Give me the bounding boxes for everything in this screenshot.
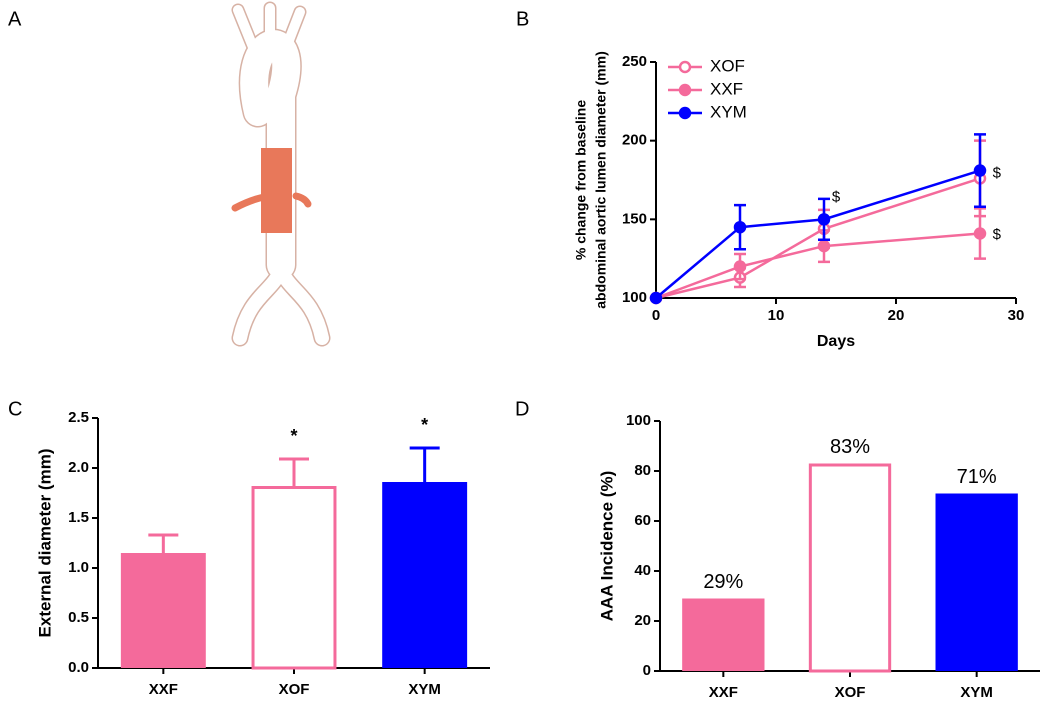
legend-marker	[678, 106, 692, 120]
y-axis-title: AAA Incidence (%)	[597, 471, 616, 622]
y-axis-title: % change from baseline	[573, 100, 589, 260]
error-bar	[409, 446, 440, 482]
x-tick-label: 10	[768, 307, 785, 324]
x-tick-label: XXF	[709, 684, 738, 701]
y-tick-label: 2.0	[68, 459, 89, 476]
y-tick-label: 1.5	[68, 509, 89, 526]
legend-label: XXF	[710, 79, 743, 98]
x-tick-label: XYM	[960, 684, 993, 701]
annotation: $	[993, 165, 1002, 182]
y-axis-title: abdominal aortic lumen diameter (mm)	[593, 51, 609, 309]
panel-label: D	[515, 398, 529, 420]
significance-mark: *	[421, 415, 428, 435]
x-tick-label: XXF	[149, 681, 178, 698]
point	[649, 291, 663, 305]
y-axis-title: External diameter (mm)	[35, 449, 54, 638]
y-tick-label: 100	[622, 289, 647, 306]
series-line	[655, 232, 981, 300]
y-tick-label: 1.0	[68, 559, 89, 576]
y-tick-label: 150	[622, 210, 647, 227]
x-tick-label: XOF	[835, 684, 866, 701]
y-tick-label: 20	[634, 612, 651, 629]
x-tick-label: XOF	[279, 681, 310, 698]
y-tick-label: 0	[643, 662, 651, 679]
point	[817, 213, 831, 226]
panel-label: C	[8, 398, 22, 420]
y-tick-label: 200	[622, 132, 647, 149]
aorta-drawing	[231, 1, 331, 347]
y-tick-label: 60	[634, 512, 651, 529]
bar	[682, 598, 765, 671]
y-tick-label: 80	[634, 462, 651, 479]
y-tick-label: 2.5	[68, 409, 89, 426]
legend-label: XYM	[710, 102, 747, 121]
point	[733, 260, 747, 273]
point	[817, 239, 831, 253]
error-bar	[279, 457, 309, 486]
x-axis-title: Days	[817, 333, 855, 350]
legend-marker	[678, 83, 692, 97]
panel-label: B	[516, 8, 529, 30]
y-tick-label: 40	[634, 562, 651, 579]
x-tick-label: XYM	[408, 681, 441, 698]
series-line	[655, 177, 981, 300]
annotation: $	[832, 188, 841, 205]
legend-marker	[678, 60, 692, 74]
significance-mark: *	[290, 426, 297, 446]
series-line	[655, 169, 981, 299]
y-tick-label: 0.0	[68, 659, 89, 676]
value-label: 83%	[830, 436, 870, 458]
bar	[935, 493, 1018, 671]
x-tick-label: 30	[1008, 307, 1025, 324]
x-tick-label: 20	[888, 307, 905, 324]
y-tick-label: 250	[622, 53, 647, 70]
point	[973, 164, 987, 177]
bar	[251, 486, 337, 670]
panel-label: A	[8, 8, 22, 30]
point	[973, 227, 987, 240]
bar	[808, 463, 892, 673]
value-label: 29%	[703, 571, 743, 593]
bar	[120, 553, 206, 668]
y-tick-label: 100	[626, 412, 651, 429]
value-label: 71%	[957, 466, 997, 488]
point	[733, 220, 747, 234]
x-tick-label: 0	[652, 307, 660, 324]
y-tick-label: 0.5	[68, 609, 89, 626]
bar	[382, 482, 468, 668]
error-bar	[148, 533, 179, 553]
annotation: $	[993, 226, 1002, 243]
legend-label: XOF	[710, 56, 745, 75]
